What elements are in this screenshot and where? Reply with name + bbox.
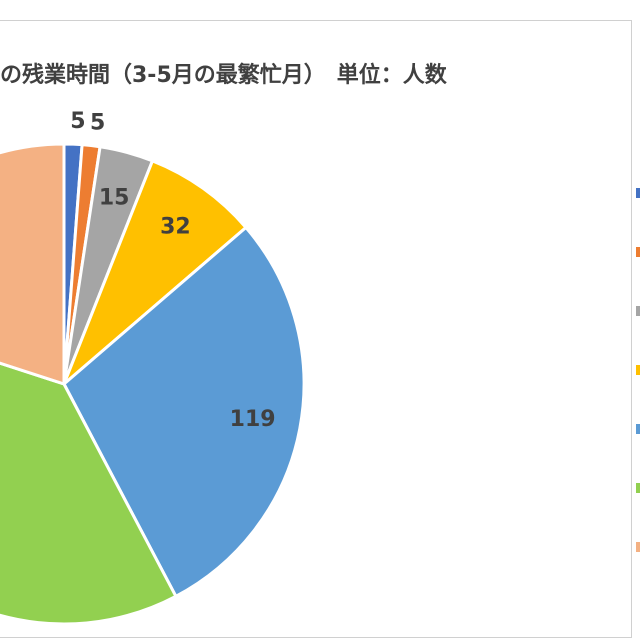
legend	[636, 188, 640, 552]
legend-swatch-3	[636, 306, 640, 316]
pie-slices	[0, 142, 306, 626]
legend-swatch-6	[636, 483, 640, 493]
legend-swatch-5	[636, 424, 640, 434]
pie-slice-7	[0, 142, 66, 387]
pie-slice-6	[0, 361, 178, 626]
pie-slice-5	[62, 225, 306, 599]
legend-swatch-2	[636, 247, 640, 257]
legend-swatch-1	[636, 188, 640, 198]
chart-frame	[0, 20, 632, 638]
legend-swatch-7	[636, 542, 640, 552]
data-label-5: 119	[230, 407, 276, 432]
legend-swatch-4	[636, 365, 640, 375]
chart-title: の残業時間（3-5月の最繁忙月） 単位：人数	[0, 63, 447, 88]
data-label-3: 15	[99, 186, 130, 211]
data-label-2: 5	[90, 111, 105, 136]
pie-slice-4	[62, 158, 249, 386]
data-label-1: 5	[70, 109, 85, 134]
data-label-4: 32	[160, 215, 191, 240]
data-labels: 551532119157	[70, 109, 276, 432]
